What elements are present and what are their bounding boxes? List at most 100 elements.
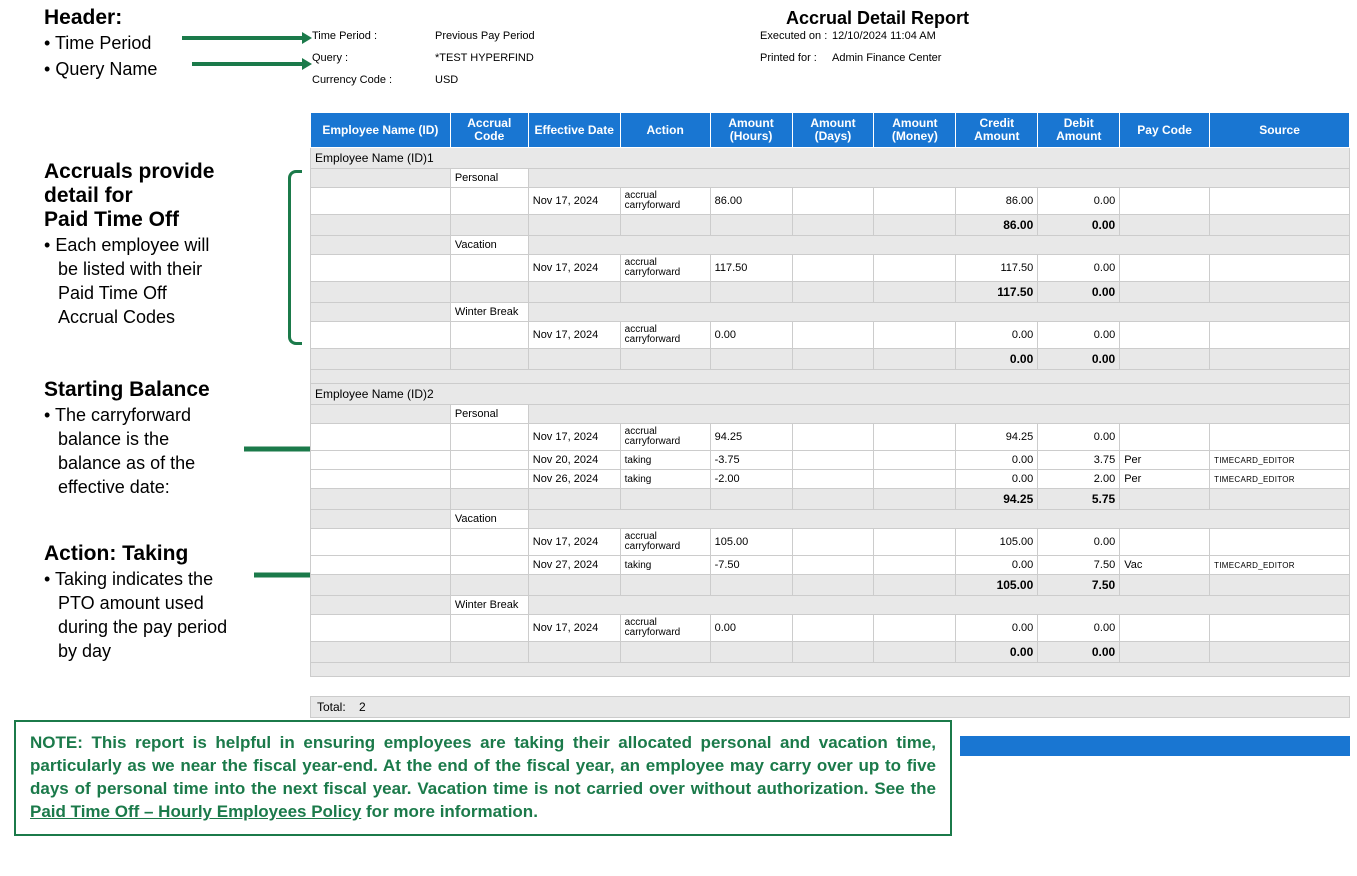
cell-debit: 0.00 (1038, 255, 1120, 282)
cell-date: Nov 17, 2024 (528, 424, 620, 451)
emp1-name-row: Employee Name (ID)1 (311, 148, 1350, 169)
anno-header-b2: • Query Name (44, 58, 157, 81)
emp2-personal-r3: Nov 26, 2024 taking -2.00 0.00 2.00 Per … (311, 470, 1350, 489)
anno-accruals-l3: Paid Time Off (44, 208, 179, 232)
cell-hours: 105.00 (710, 529, 792, 556)
sub-credit: 94.25 (956, 489, 1038, 510)
sub-debit: 7.50 (1038, 575, 1120, 596)
time-period-label: Time Period : (312, 30, 377, 42)
emp2-vacation-subtotal: 105.007.50 (311, 575, 1350, 596)
cell-debit: 0.00 (1038, 615, 1120, 642)
cell-date: Nov 26, 2024 (528, 470, 620, 489)
th-paycode: Pay Code (1120, 113, 1210, 148)
sub-credit: 117.50 (956, 282, 1038, 303)
gap-row (311, 663, 1350, 677)
total-label: Total: (317, 700, 346, 714)
cell-source: TIMECARD_EDITOR (1210, 556, 1350, 575)
emp2-personal-subtotal: 94.255.75 (311, 489, 1350, 510)
sub-debit: 5.75 (1038, 489, 1120, 510)
anno-accruals-b1a: • Each employee will (44, 234, 209, 257)
cell-action: taking (620, 451, 710, 470)
cell-action: taking (620, 470, 710, 489)
accrual-table: Employee Name (ID) Accrual Code Effectiv… (310, 112, 1350, 677)
anno-accruals-l1: Accruals provide (44, 160, 214, 184)
cell-credit: 94.25 (956, 424, 1038, 451)
cell-paycode: Per (1120, 470, 1210, 489)
anno-starting-b1b: balance is the (58, 428, 169, 451)
cell-credit: 0.00 (956, 615, 1038, 642)
sub-credit: 105.00 (956, 575, 1038, 596)
th-days: Amount (Days) (792, 113, 874, 148)
cell-hours: 0.00 (710, 615, 792, 642)
currency-label: Currency Code : (312, 74, 392, 86)
anno-action-b1a: • Taking indicates the (44, 568, 213, 591)
emp2-vacation-code-row: Vacation (311, 510, 1350, 529)
emp2-vacation-r1: Nov 17, 2024 accrual carryforward 105.00… (311, 529, 1350, 556)
cell-action: accrual carryforward (620, 529, 710, 556)
emp1-personal-r1: Nov 17, 2024 accrual carryforward 86.00 … (311, 188, 1350, 215)
cell-hours: 0.00 (710, 322, 792, 349)
th-empname: Employee Name (ID) (311, 113, 451, 148)
cell-debit: 0.00 (1038, 529, 1120, 556)
footer-blue-bar (960, 736, 1350, 756)
emp2-winter-code: Winter Break (450, 596, 528, 615)
cell-date: Nov 20, 2024 (528, 451, 620, 470)
th-hours: Amount (Hours) (710, 113, 792, 148)
emp2-personal-r1: Nov 17, 2024 accrual carryforward 94.25 … (311, 424, 1350, 451)
emp1-winter-code-row: Winter Break (311, 303, 1350, 322)
anno-action-title: Action: Taking (44, 542, 188, 566)
emp1-vacation-r1: Nov 17, 2024 accrual carryforward 117.50… (311, 255, 1350, 282)
cell-source: TIMECARD_EDITOR (1210, 470, 1350, 489)
arrow-time-period (182, 30, 312, 46)
th-code: Accrual Code (450, 113, 528, 148)
brace-accruals (288, 170, 302, 345)
anno-action-b1c: during the pay period (58, 616, 227, 639)
anno-starting-b1a: • The carryforward (44, 404, 191, 427)
emp1-personal-code: Personal (450, 169, 528, 188)
emp1-vacation-code: Vacation (450, 236, 528, 255)
sub-credit: 86.00 (956, 215, 1038, 236)
cell-credit: 117.50 (956, 255, 1038, 282)
emp1-vacation-code-row: Vacation (311, 236, 1350, 255)
note-prefix: NOTE: This report is helpful in ensuring… (30, 733, 936, 798)
note-box: NOTE: This report is helpful in ensuring… (14, 720, 952, 836)
time-period-value: Previous Pay Period (435, 30, 535, 42)
th-credit: Credit Amount (956, 113, 1038, 148)
emp2-name: Employee Name (ID)2 (311, 384, 1350, 405)
th-debit: Debit Amount (1038, 113, 1120, 148)
emp2-vacation-code: Vacation (450, 510, 528, 529)
sub-debit: 0.00 (1038, 215, 1120, 236)
note-suffix: for more information. (361, 802, 538, 821)
anno-accruals-b1c: Paid Time Off (58, 282, 167, 305)
sub-credit: 0.00 (956, 349, 1038, 370)
pto-policy-link[interactable]: Paid Time Off – Hourly Employees Policy (30, 802, 361, 821)
cell-date: Nov 27, 2024 (528, 556, 620, 575)
cell-credit: 105.00 (956, 529, 1038, 556)
cell-debit: 7.50 (1038, 556, 1120, 575)
sub-debit: 0.00 (1038, 349, 1120, 370)
cell-date: Nov 17, 2024 (528, 529, 620, 556)
cell-action: accrual carryforward (620, 188, 710, 215)
cell-action: accrual carryforward (620, 424, 710, 451)
cell-hours: 94.25 (710, 424, 792, 451)
anno-accruals-b1b: be listed with their (58, 258, 202, 281)
cell-hours: -7.50 (710, 556, 792, 575)
cell-credit: 86.00 (956, 188, 1038, 215)
currency-value: USD (435, 74, 458, 86)
cell-debit: 2.00 (1038, 470, 1120, 489)
th-action: Action (620, 113, 710, 148)
cell-action: accrual carryforward (620, 615, 710, 642)
cell-date: Nov 17, 2024 (528, 322, 620, 349)
cell-date: Nov 17, 2024 (528, 188, 620, 215)
anno-header-b1-text: Time Period (55, 33, 151, 53)
cell-credit: 0.00 (956, 322, 1038, 349)
cell-hours: -2.00 (710, 470, 792, 489)
anno-accruals-b1d: Accrual Codes (58, 306, 175, 329)
cell-action: accrual carryforward (620, 322, 710, 349)
emp1-winter-code: Winter Break (450, 303, 528, 322)
cell-credit: 0.00 (956, 556, 1038, 575)
emp1-winter-subtotal: 0.000.00 (311, 349, 1350, 370)
emp2-personal-code: Personal (450, 405, 528, 424)
emp2-name-row: Employee Name (ID)2 (311, 384, 1350, 405)
emp2-vacation-r2: Nov 27, 2024 taking -7.50 0.00 7.50 Vac … (311, 556, 1350, 575)
